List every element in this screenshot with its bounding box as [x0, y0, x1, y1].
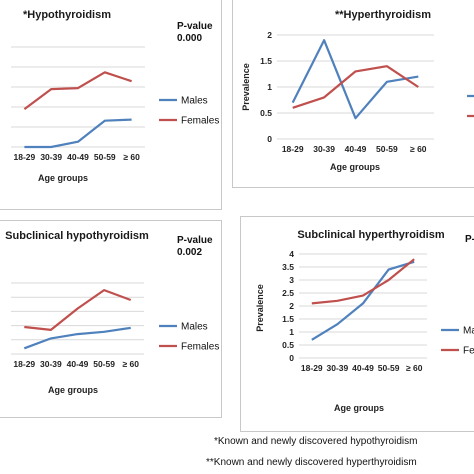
x-tick-label: 30-39 [40, 152, 62, 162]
p-value: 0.002 [177, 247, 202, 258]
p-value: 0.000 [177, 33, 202, 44]
x-tick-label: 40-49 [67, 152, 89, 162]
legend-label: Ma [463, 326, 474, 337]
footnote-hypothyroidism: *Known and newly discovered hypothyroidi… [214, 436, 418, 447]
legend-label: Females [181, 342, 219, 353]
x-axis-label: Age groups [48, 385, 98, 395]
y-tick-label: 4 [289, 249, 294, 259]
p-value-label: P-value [177, 235, 213, 246]
series-line-blue [24, 118, 132, 149]
y-axis-label: Prevalence [255, 284, 265, 332]
x-axis-label: Age groups [334, 403, 384, 413]
x-tick-label: 40-49 [67, 359, 89, 369]
y-tick-label: 3.5 [282, 262, 294, 272]
y-tick-label: 1 [267, 82, 272, 92]
chart-subclinical-hyperthyroidism: 0 0.5 1 1.5 2 2.5 3 3.5 4 18-29 30-39 40-49 50-59 ≥ 6… [255, 229, 474, 413]
x-tick-label: ≥ 60 [122, 359, 139, 369]
footnote-hyperthyroidism: **Known and newly discovered hyperthyroi… [206, 457, 417, 468]
chart-title: Subclinical hypothyroidism [5, 230, 149, 242]
y-tick-label: 0 [289, 353, 294, 363]
chart-panel-subclinical-hypothyroidism: 18-29 30-39 40-49 50-59 ≥ 60 Age groups Subcli… [0, 220, 222, 418]
y-axis-label: Prevalence [241, 63, 251, 111]
series-line-red [24, 288, 132, 332]
legend-label: Males [181, 322, 208, 333]
series-line-blue [23, 326, 131, 350]
y-tick-label: 3 [289, 275, 294, 285]
chart-title: *Hypothyroidism [23, 9, 111, 21]
y-tick-label: 2 [267, 30, 272, 40]
x-tick-label: 50-59 [376, 144, 398, 154]
x-tick-label: ≥ 60 [410, 144, 427, 154]
x-tick-label: 30-39 [313, 144, 335, 154]
y-tick-label: 1.5 [260, 56, 272, 66]
legend-label: Males [181, 96, 208, 107]
x-tick-label: 18-29 [13, 359, 35, 369]
x-tick-label: 40-49 [345, 144, 367, 154]
x-tick-label: 30-39 [40, 359, 62, 369]
series-line-red [311, 258, 415, 305]
chart-title: Subclinical hyperthyroidism [297, 229, 445, 241]
x-tick-label: 50-59 [93, 359, 115, 369]
x-tick-label: 50-59 [378, 363, 400, 373]
series-line-red [292, 65, 419, 109]
y-tick-label: 2 [289, 301, 294, 311]
x-tick-label: 18-29 [14, 152, 36, 162]
y-tick-label: 0 [267, 134, 272, 144]
chart-hyperthyroidism: 0 0.5 1 1.5 2 18-29 30-39 40-49 50-59 ≥ 60 Age gro… [241, 9, 474, 172]
series-line-blue [311, 260, 415, 341]
x-axis-label: Age groups [330, 162, 380, 172]
chart-panel-subclinical-hyperthyroidism: 0 0.5 1 1.5 2 2.5 3 3.5 4 18-29 30-39 40-49 50-59 ≥ 6… [240, 216, 474, 432]
y-tick-label: 1.5 [282, 314, 294, 324]
x-tick-label: 18-29 [282, 144, 304, 154]
x-tick-label: 50-59 [94, 152, 116, 162]
chart-panel-hyperthyroidism: 0 0.5 1 1.5 2 18-29 30-39 40-49 50-59 ≥ 60 Age gro… [232, 0, 474, 188]
p-value-label: P-value [177, 21, 213, 32]
x-tick-label: 30-39 [327, 363, 349, 373]
x-tick-label: ≥ 60 [123, 152, 140, 162]
y-tick-label: 0.5 [260, 108, 272, 118]
chart-subclinical-hypothyroidism: 18-29 30-39 40-49 50-59 ≥ 60 Age groups Subcli… [5, 230, 219, 395]
x-tick-label: 40-49 [352, 363, 374, 373]
x-axis-label: Age groups [38, 173, 88, 183]
legend-label: Fe [463, 346, 474, 357]
y-tick-label: 1 [289, 327, 294, 337]
legend-label: Females [181, 116, 219, 127]
x-tick-label: ≥ 60 [406, 363, 423, 373]
chart-hypothyroidism: 18-29 30-39 40-49 50-59 ≥ 60 Age groups *Hypot… [11, 9, 219, 183]
y-tick-label: 0.5 [282, 340, 294, 350]
p-value-label: P-va [465, 234, 474, 245]
series-line-red [23, 71, 132, 110]
x-tick-label: 18-29 [301, 363, 323, 373]
chart-title: **Hyperthyroidism [335, 9, 431, 21]
chart-panel-hypothyroidism: 18-29 30-39 40-49 50-59 ≥ 60 Age groups *Hypot… [0, 0, 222, 210]
y-tick-label: 2.5 [282, 288, 294, 298]
series-line-blue [291, 39, 419, 120]
